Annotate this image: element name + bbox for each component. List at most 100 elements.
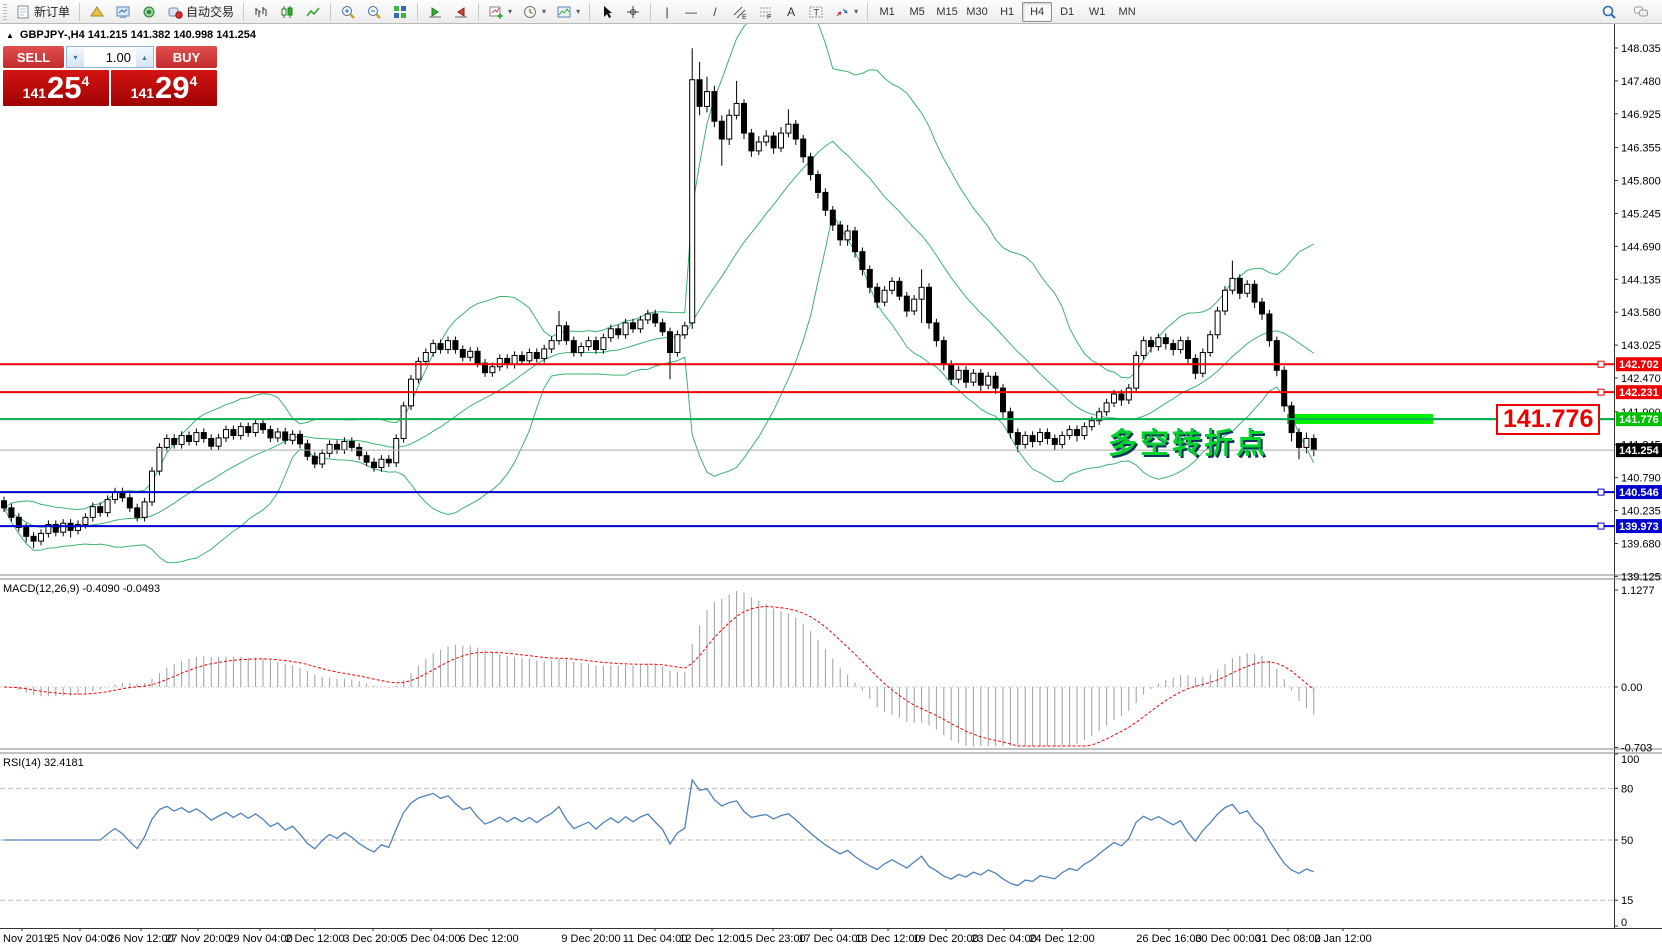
volume-increase-button[interactable]: ▴ [136, 47, 153, 67]
timeframe-h4-button[interactable]: H4 [1022, 1, 1053, 22]
candlestick-chart-button[interactable] [274, 2, 300, 22]
zoom-out-button[interactable] [361, 2, 387, 22]
text-button[interactable]: A [779, 2, 803, 22]
price-tick-label: 147.480 [1621, 76, 1661, 88]
price-tick-label: 144.135 [1621, 274, 1661, 286]
timeframe-w1-button[interactable]: W1 [1088, 5, 1106, 18]
rsi-tick-label: 15 [1621, 895, 1633, 907]
svg-text:142.231: 142.231 [1619, 387, 1659, 399]
tiles-icon [394, 5, 407, 18]
bar-chart-button[interactable] [248, 2, 274, 22]
time-tick-label: 6 Dec 12:00 [459, 933, 518, 945]
rsi-line [4, 778, 1315, 887]
volume-decrease-button[interactable]: ▾ [67, 47, 84, 67]
rsi-tick-label: 0 [1621, 917, 1627, 929]
timeframe-m1-button[interactable]: M1 [879, 5, 895, 18]
buy-price-quote[interactable]: 141 29 4 [111, 70, 217, 106]
line-endpoint-handle[interactable] [1597, 360, 1605, 368]
channel-button[interactable]: E [727, 2, 753, 22]
line-chart-button[interactable] [300, 2, 326, 22]
pivot-annotation-text[interactable]: 多空转折点 [1108, 428, 1269, 460]
chart-shift-button[interactable] [448, 2, 474, 22]
arrows-button[interactable]: ▾ [829, 2, 863, 22]
sell-price-prefix: 141 [22, 85, 47, 101]
crosshair-button[interactable] [620, 2, 646, 22]
line-endpoint-handle[interactable] [1597, 388, 1605, 396]
timeframe-h1-button[interactable]: H1 [1000, 5, 1015, 18]
cursor-button[interactable] [594, 2, 620, 22]
toolbar-grip[interactable] [3, 3, 7, 20]
indicators-button[interactable]: ▾ [483, 2, 517, 22]
svg-text:141.776: 141.776 [1619, 414, 1659, 426]
volume-input[interactable] [84, 47, 136, 67]
time-tick-label: 12 Dec 12:00 [679, 933, 744, 945]
horizontal-line-button-glyph: — [685, 4, 698, 19]
toolbar-separator [589, 2, 591, 21]
sell-price-big: 25 [47, 70, 82, 105]
periods-button[interactable]: ▾ [517, 2, 551, 22]
vertical-line-button[interactable]: | [655, 2, 679, 22]
sell-price-quote[interactable]: 141 25 4 [3, 70, 109, 106]
price-callout-label[interactable]: 141.776 [1496, 404, 1601, 435]
trendline-button[interactable]: / [703, 2, 727, 22]
search-button[interactable] [1596, 2, 1622, 22]
symbol-ohlc-text: GBPJPY-,H4 141.215 141.382 140.998 141.2… [19, 29, 256, 41]
timeframe-m5-button[interactable]: M5 [909, 5, 925, 18]
navigator-button[interactable] [136, 2, 162, 22]
price-axis[interactable]: 148.035 147.480 146.925 146.355 145.800 145.2… [1614, 43, 1662, 929]
zoom-out-icon [368, 5, 381, 19]
line-endpoint-handle[interactable] [1597, 522, 1605, 530]
profiles-button[interactable] [84, 2, 110, 22]
line-icon [306, 7, 320, 16]
svg-text:139.973: 139.973 [1619, 521, 1659, 533]
macd-main-value: -0.4090 [82, 583, 120, 595]
text-label-button[interactable]: T [803, 2, 829, 22]
price-tick-label: 139.125 [1621, 571, 1661, 583]
rsi-tick-label: 100 [1621, 754, 1639, 766]
macd-signal-value: -0.0493 [122, 583, 161, 595]
price-level-badge [1616, 519, 1662, 534]
line-endpoint-handle[interactable] [1597, 488, 1605, 496]
timeframe-m30-button[interactable]: M30 [966, 5, 988, 18]
fibonacci-button[interactable]: F [753, 2, 779, 22]
price-tick-label: 143.025 [1621, 340, 1661, 352]
timeframe-mn-button[interactable]: MN [1118, 5, 1136, 18]
time-tick-label: 18 Dec 12:00 [855, 933, 920, 945]
time-tick-label: 30 Dec 00:00 [1195, 933, 1260, 945]
market-watch-button[interactable] [110, 2, 136, 22]
timeframe-d1-button[interactable]: D1 [1060, 5, 1075, 18]
price-tick-label: 144.690 [1621, 241, 1661, 253]
profiles-icon [90, 5, 104, 16]
sell-button[interactable]: SELL [3, 46, 64, 68]
zoom-in-icon [342, 5, 355, 19]
buy-price-pip: 4 [189, 73, 198, 89]
horizontal-line-button[interactable]: — [679, 2, 703, 22]
price-tick-label: 148.035 [1621, 43, 1661, 55]
buy-price-prefix: 141 [130, 85, 155, 101]
rsi-tick-label: 80 [1621, 783, 1633, 795]
auto-scroll-button[interactable] [422, 2, 448, 22]
trendline-button-glyph: / [713, 4, 717, 19]
price-tick-label: 143.580 [1621, 307, 1661, 319]
candles-layer [1, 48, 1317, 549]
buy-button[interactable]: BUY [156, 46, 217, 68]
timeframe-m15-button[interactable]: M15 [936, 5, 958, 18]
price-tick-label: 140.790 [1621, 473, 1661, 485]
fibo-icon: F [760, 7, 773, 20]
auto-trading-button[interactable]: 自动交易 [162, 2, 239, 22]
tile-windows-button[interactable] [387, 2, 413, 22]
svg-text:142.702: 142.702 [1619, 359, 1659, 371]
new-order-button[interactable]: 新订单 [10, 2, 75, 22]
price-level-badge [1616, 443, 1662, 458]
time-tick-label: 1 Nov 2019 [0, 933, 50, 945]
toolbar-separator [478, 2, 480, 21]
template-icon [557, 6, 571, 17]
templates-button[interactable]: ▾ [551, 2, 585, 22]
zoom-in-button[interactable] [335, 2, 361, 22]
price-tick-label: 145.245 [1621, 208, 1661, 220]
chart-symbol-header: ▲ GBPJPY-,H4 141.215 141.382 140.998 141… [6, 29, 256, 41]
symbol-marker-icon: ▲ [6, 30, 14, 40]
chat-button[interactable] [1628, 2, 1654, 22]
svg-text:141.254: 141.254 [1619, 445, 1660, 457]
